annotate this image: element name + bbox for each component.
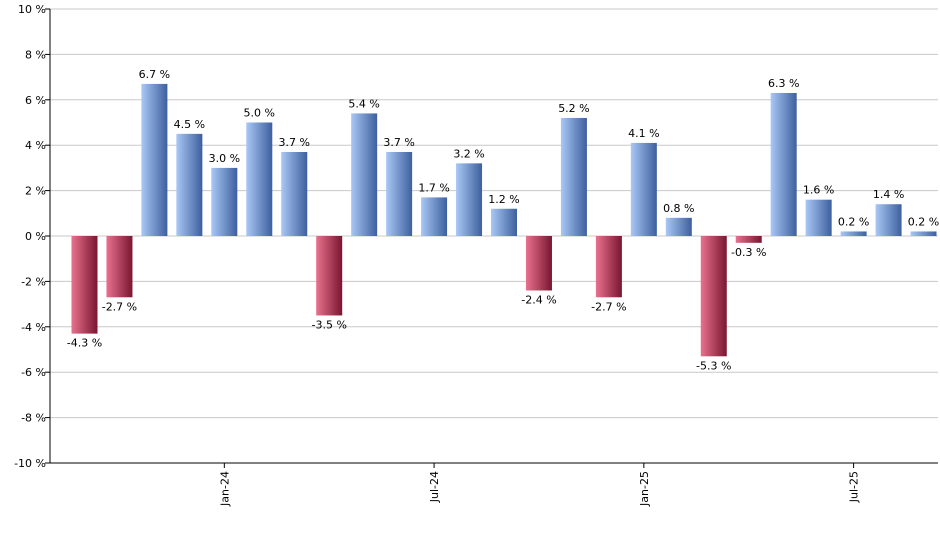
bar [735, 236, 762, 243]
bar [316, 236, 343, 316]
data-label: 3.7 % [383, 136, 414, 149]
y-tick-label: 10 % [18, 3, 46, 16]
x-axis-ticks: Jan-24 Jul-24 Jan-25 Jul-25 [218, 463, 861, 507]
bar [875, 204, 902, 236]
bar [281, 152, 308, 236]
bars [71, 83, 937, 357]
data-label: 4.5 % [174, 118, 205, 131]
bar [246, 122, 273, 236]
x-tick-label: Jul-24 [428, 471, 441, 503]
data-label: 5.4 % [348, 97, 379, 110]
bar [141, 83, 168, 236]
bar [351, 113, 378, 236]
y-tick-label: -4 % [21, 321, 46, 334]
bar [525, 236, 552, 291]
bar [595, 236, 622, 298]
y-tick-label: 4 % [25, 139, 46, 152]
bar [106, 236, 133, 298]
bar [630, 142, 657, 236]
bar [805, 199, 832, 236]
x-tick-label: Jan-25 [638, 471, 651, 507]
data-label: 3.0 % [209, 152, 240, 165]
data-labels: -4.3 % -2.7 % 6.7 % 4.5 % 3.0 % 5.0 % 3.7 % -3.… [67, 68, 939, 372]
data-label: 6.3 % [768, 77, 799, 90]
data-label: 5.0 % [244, 107, 275, 120]
data-label: 0.8 % [663, 202, 694, 215]
y-tick-label: -2 % [21, 275, 46, 288]
data-label: -5.3 % [696, 359, 731, 372]
data-label: 3.7 % [279, 136, 310, 149]
bar [910, 231, 937, 236]
x-tick-label: Jul-25 [848, 471, 861, 503]
data-label: -0.3 % [731, 246, 766, 259]
y-axis-ticks: 10 % 8 % 6 % 4 % 2 % 0 % -2 % -4 % -6 % -8 % -10 % [14, 3, 50, 470]
y-tick-label: 2 % [25, 185, 46, 198]
bar [176, 133, 203, 236]
data-label: 1.6 % [803, 184, 834, 197]
bar [700, 236, 727, 357]
data-label: 0.2 % [908, 215, 939, 228]
y-tick-label: -8 % [21, 412, 46, 425]
bar [491, 208, 517, 236]
data-label: 6.7 % [139, 68, 170, 81]
x-tick-label: Jan-24 [218, 471, 231, 507]
data-label: 4.1 % [628, 127, 659, 140]
bar [211, 167, 238, 236]
data-label: 0.2 % [838, 215, 869, 228]
y-tick-label: 6 % [25, 94, 46, 107]
data-label: 1.7 % [418, 181, 449, 194]
y-tick-label: -6 % [21, 366, 46, 379]
bar [840, 231, 867, 236]
data-label: 5.2 % [558, 102, 589, 115]
data-label: -2.4 % [521, 293, 556, 306]
bar [71, 236, 98, 334]
bar [386, 152, 413, 236]
data-label: -2.7 % [102, 300, 137, 313]
bar [770, 92, 797, 237]
data-label: 1.4 % [873, 188, 904, 201]
bar [421, 197, 448, 236]
bar [560, 117, 587, 236]
y-tick-label: 8 % [25, 48, 46, 61]
y-tick-label: 0 % [25, 230, 46, 243]
y-tick-label: -10 % [14, 457, 46, 470]
data-label: 3.2 % [453, 147, 484, 160]
data-label: 1.2 % [488, 193, 519, 206]
bar [665, 217, 692, 236]
data-label: -3.5 % [311, 318, 346, 331]
data-label: -4.3 % [67, 337, 102, 350]
data-label: -2.7 % [591, 300, 626, 313]
bar [456, 163, 483, 236]
